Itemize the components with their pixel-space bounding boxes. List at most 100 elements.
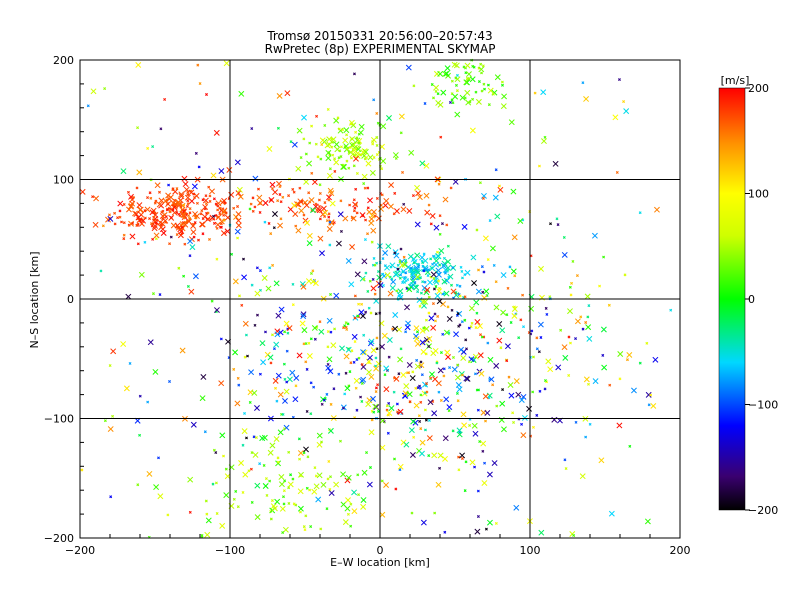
data-point-marker — [310, 278, 316, 285]
data-point-marker — [279, 200, 283, 204]
data-point-marker — [438, 214, 442, 218]
data-point-marker — [486, 258, 490, 262]
data-point-marker — [413, 264, 420, 271]
data-point-marker — [477, 80, 481, 83]
data-point-marker — [586, 315, 590, 319]
data-point-marker — [345, 346, 352, 353]
data-point-marker — [315, 114, 319, 118]
data-point-marker — [370, 418, 374, 422]
data-point-marker — [349, 502, 353, 506]
data-point-marker — [638, 361, 642, 365]
colorbar-gradient — [718, 87, 746, 511]
data-point-marker — [402, 255, 406, 259]
data-point-marker — [186, 199, 190, 203]
data-point-marker — [367, 197, 373, 204]
data-point-marker — [235, 211, 242, 218]
data-point-marker — [194, 151, 198, 155]
data-point-marker — [431, 262, 435, 266]
data-point-marker — [314, 202, 318, 206]
data-point-marker — [179, 347, 186, 354]
data-point-marker — [188, 217, 192, 221]
data-point-marker — [326, 107, 330, 111]
data-point-marker — [320, 143, 324, 147]
data-point-marker — [157, 493, 164, 500]
data-point-marker — [510, 188, 517, 195]
data-point-marker — [479, 333, 482, 337]
data-point-marker — [348, 203, 352, 207]
data-point-marker — [118, 209, 122, 213]
data-point-marker — [303, 178, 310, 185]
data-point-marker — [507, 382, 514, 388]
data-point-marker — [481, 449, 485, 453]
data-point-marker — [302, 137, 306, 141]
data-point-marker — [269, 361, 273, 365]
data-point-marker — [278, 306, 285, 313]
data-point-marker — [249, 202, 253, 206]
data-point-marker — [385, 408, 389, 412]
data-point-marker — [393, 375, 400, 382]
data-point-marker — [437, 367, 444, 374]
data-point-marker — [329, 200, 336, 207]
data-point-marker — [415, 358, 419, 362]
data-point-marker — [484, 527, 488, 531]
data-point-marker — [408, 400, 412, 404]
data-point-marker — [545, 358, 552, 365]
data-point-marker — [520, 393, 527, 400]
data-point-marker — [419, 339, 426, 346]
data-point-marker — [117, 200, 124, 207]
data-point-marker — [199, 221, 206, 228]
data-point-marker — [444, 349, 451, 356]
data-point-marker — [278, 473, 285, 480]
data-point-marker — [433, 511, 437, 515]
data-point-marker — [422, 257, 429, 264]
data-point-marker — [480, 89, 484, 93]
data-point-marker — [310, 207, 316, 214]
data-point-marker — [451, 366, 458, 373]
data-point-marker — [481, 64, 485, 68]
data-point-marker — [333, 157, 337, 161]
data-point-marker — [555, 364, 562, 371]
data-point-marker — [653, 206, 660, 213]
data-point-marker — [397, 408, 404, 415]
data-point-marker — [254, 482, 261, 489]
data-point-marker — [488, 376, 495, 383]
data-point-marker — [482, 393, 489, 400]
data-point-marker — [366, 232, 369, 236]
y-tick-label: −100 — [44, 413, 74, 426]
data-point-marker — [461, 422, 468, 429]
data-point-marker — [416, 194, 423, 201]
data-point-marker — [170, 200, 177, 207]
data-point-marker — [487, 87, 494, 94]
data-point-marker — [477, 352, 484, 359]
data-point-marker — [306, 455, 310, 459]
data-point-marker — [423, 102, 427, 105]
data-point-marker — [253, 323, 257, 327]
data-point-marker — [400, 206, 407, 213]
data-point-marker — [298, 186, 302, 190]
data-point-marker — [131, 221, 135, 225]
data-point-marker — [135, 62, 142, 68]
data-point-marker — [393, 252, 400, 259]
data-point-marker — [399, 131, 403, 135]
data-point-marker — [494, 280, 498, 284]
data-point-marker — [360, 381, 364, 385]
data-point-marker — [168, 380, 171, 383]
data-point-marker — [169, 235, 173, 239]
data-point-marker — [471, 422, 478, 429]
data-point-marker — [99, 269, 103, 273]
data-point-marker — [159, 127, 163, 131]
data-point-marker — [224, 467, 228, 471]
data-point-marker — [325, 507, 329, 511]
data-point-marker — [343, 353, 350, 360]
data-point-marker — [313, 337, 317, 341]
data-point-marker — [242, 320, 249, 327]
data-point-marker — [359, 153, 363, 157]
data-point-marker — [434, 319, 437, 323]
data-point-marker — [392, 390, 396, 394]
data-point-marker — [282, 495, 285, 499]
data-point-marker — [378, 206, 384, 212]
data-point-marker — [592, 378, 599, 385]
data-point-marker — [465, 99, 472, 106]
data-point-marker — [120, 168, 127, 175]
data-point-marker — [357, 302, 361, 306]
